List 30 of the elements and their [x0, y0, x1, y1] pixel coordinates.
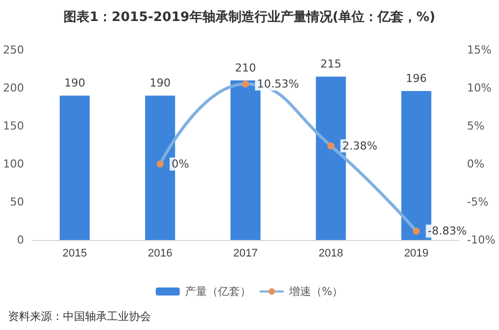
data-label: 10.53%	[257, 77, 299, 90]
data-label: 215	[320, 58, 342, 71]
x-tick-label: 2015	[62, 248, 87, 260]
chart-title: 图表1：2015-2019年轴承制造行业产量情况(单位：亿套，%)	[64, 9, 436, 25]
data-label: 210	[235, 61, 256, 74]
y-tick-label: 150	[2, 120, 24, 132]
data-label: 0%	[172, 158, 190, 170]
x-tick-label: 2017	[233, 248, 258, 260]
x-tick-label: 2016	[148, 248, 172, 260]
data-label: -8.83%	[428, 224, 467, 238]
y-tick-label: 0	[16, 234, 24, 246]
y2-tick-label: 15%	[467, 44, 492, 56]
y2-tick-label: 0%	[467, 158, 484, 170]
text: 资料来源：中国轴承工业协会	[8, 310, 151, 323]
y2-tick-label: 5%	[467, 120, 484, 132]
data-label: 2.38%	[342, 139, 378, 152]
y2-tick-label: -5%	[467, 196, 488, 208]
data-label: 190	[150, 76, 171, 90]
data-label: 196	[406, 72, 427, 86]
y2-tick-label: -10%	[467, 234, 496, 246]
y-tick-label: 50	[10, 196, 24, 208]
legend-label: 增速（%）	[288, 285, 344, 298]
y-tick-label: 250	[2, 44, 24, 56]
x-tick-label: 2019	[404, 248, 429, 260]
y-tick-label: 200	[2, 82, 24, 94]
x-tick-label: 2018	[318, 248, 344, 260]
y2-tick-label: 10%	[467, 82, 492, 94]
y-tick-label: 100	[2, 158, 24, 170]
legend-label: 产量（亿套）	[184, 285, 251, 298]
data-label: 190	[64, 76, 86, 90]
